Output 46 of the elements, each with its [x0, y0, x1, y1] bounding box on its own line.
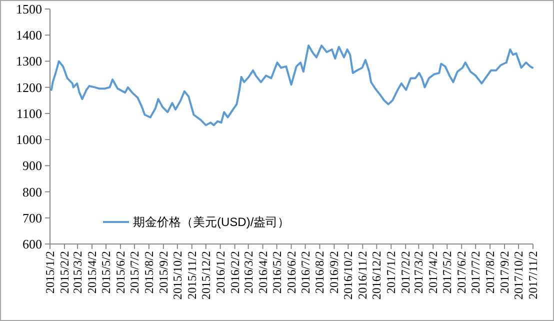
x-tick-label: 2016/3/2	[241, 251, 256, 294]
x-tick-label: 2017/8/2	[483, 251, 498, 294]
x-tick-label: 2016/1/2	[213, 251, 228, 294]
y-tick-label: 1200	[16, 80, 42, 95]
y-tick-label: 700	[22, 210, 42, 226]
x-tick-label: 2016/5/2	[270, 251, 284, 294]
y-tick-label: 900	[22, 158, 42, 174]
y-tick-label: 1300	[16, 54, 42, 69]
x-tick-label: 2017/2/2	[398, 251, 413, 294]
x-tick-label: 2015/3/2	[70, 251, 85, 294]
y-tick-label: 1000	[16, 132, 42, 148]
x-tick-label: 2016/2/2	[228, 251, 242, 294]
x-tick-label: 2016/8/2	[312, 251, 327, 294]
x-tick-label: 2016/12/2	[370, 251, 384, 300]
x-tick-label: 2015/8/2	[142, 251, 156, 294]
y-tick-label: 1500	[16, 2, 42, 16]
x-tick-label: 2017/9/2	[498, 251, 512, 294]
x-tick-label: 2015/5/2	[99, 251, 113, 294]
x-tick-label: 2017/11/2	[526, 251, 540, 300]
x-tick-label: 2016/7/2	[298, 251, 312, 294]
x-tick-label: 2015/11/2	[184, 251, 199, 300]
x-tick-label: 2016/10/2	[341, 251, 356, 300]
x-tick-label: 2015/2/2	[57, 251, 72, 294]
x-tick-label: 2015/1/2	[43, 251, 57, 294]
x-tick-label: 2016/4/2	[256, 251, 270, 294]
y-tick-label: 800	[22, 184, 42, 200]
x-tick-label: 2015/12/2	[198, 251, 213, 300]
x-tick-label: 2016/9/2	[327, 251, 342, 294]
x-tick-label: 2016/11/2	[356, 251, 370, 300]
x-tick-label: 2015/10/2	[170, 251, 184, 300]
x-tick-label: 2017/7/2	[468, 251, 483, 294]
x-tick-label: 2017/1/2	[384, 251, 398, 294]
y-tick-label: 600	[22, 236, 42, 252]
x-tick-label: 2016/6/2	[284, 251, 298, 294]
legend-label: 期金价格（美元(USD)/盎司）	[133, 215, 290, 229]
y-tick-label: 1100	[16, 106, 42, 121]
x-tick-label: 2015/6/2	[113, 251, 128, 294]
y-tick-label: 1400	[16, 28, 42, 43]
x-tick-label: 2015/7/2	[127, 251, 142, 294]
x-tick-label: 2017/3/2	[412, 251, 426, 294]
x-tick-label: 2017/10/2	[512, 251, 526, 300]
x-tick-label: 2015/9/2	[156, 251, 170, 294]
x-tick-label: 2017/6/2	[454, 251, 469, 294]
x-tick-label: 2017/4/2	[426, 251, 440, 294]
x-tick-label: 2015/4/2	[85, 251, 99, 294]
x-tick-label: 2017/5/2	[440, 251, 454, 294]
